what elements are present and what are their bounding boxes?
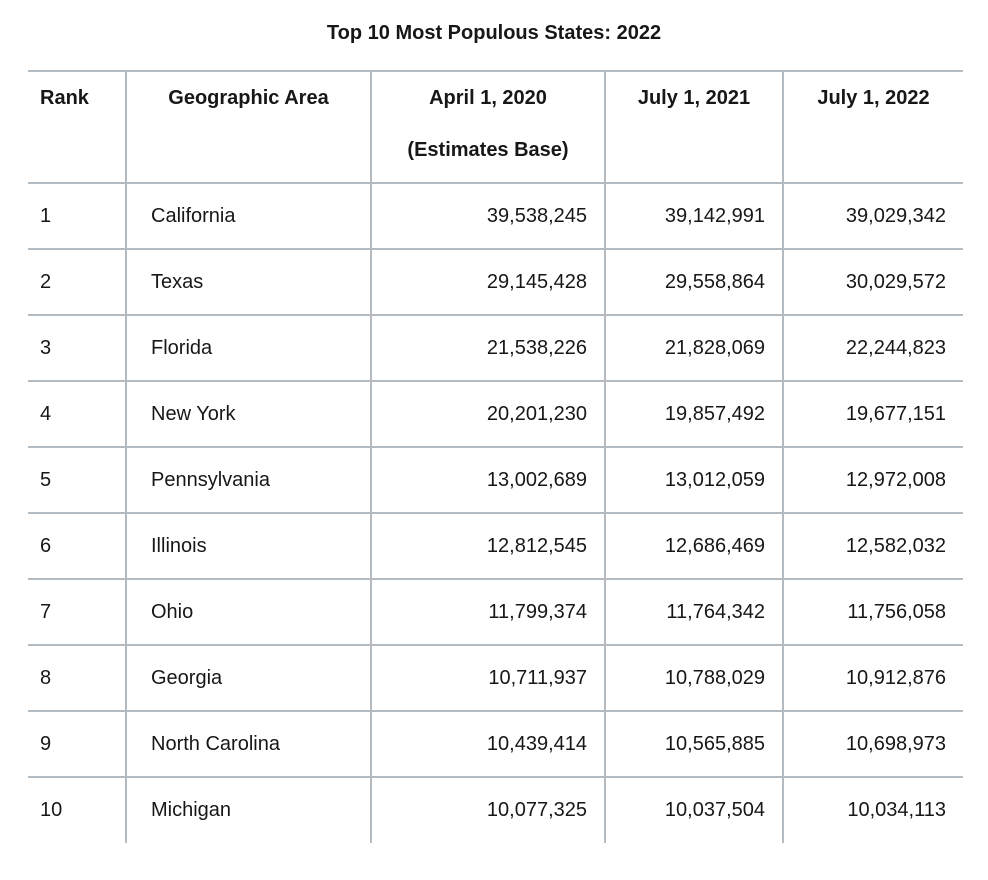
april-2020-value-cell: 20,201,230 [370, 381, 605, 448]
rank-cell: 1 [28, 183, 126, 250]
july-2021-value-cell: 12,686,469 [604, 513, 783, 580]
july-2021-value-cell: 21,828,069 [604, 315, 783, 382]
state-name-cell: Ohio [125, 579, 371, 646]
rank-cell: 3 [28, 315, 126, 382]
state-name-cell: California [125, 183, 371, 250]
july-2022-value-cell: 11,756,058 [782, 579, 963, 646]
july-2022-value-cell: 10,034,113 [782, 777, 963, 843]
april-2020-value-cell: 10,439,414 [370, 711, 605, 778]
column-header-geographic-area: Geographic Area [125, 70, 371, 184]
column-header-july-2022-label: July 1, 2022 [817, 87, 930, 109]
april-2020-value-cell: 10,077,325 [370, 777, 605, 843]
rank-cell: 7 [28, 579, 126, 646]
header-row: Rank Geographic Area April 1, 2020 (Esti… [28, 70, 963, 184]
july-2021-value-cell: 11,764,342 [604, 579, 783, 646]
april-2020-value-cell: 13,002,689 [370, 447, 605, 514]
april-2020-value-cell: 29,145,428 [370, 249, 605, 316]
table-row: 2 Texas 29,145,428 29,558,864 30,029,572 [28, 249, 963, 316]
april-2020-value-cell: 39,538,245 [370, 183, 605, 250]
state-name-cell: Illinois [125, 513, 371, 580]
column-header-july-2021-label: July 1, 2021 [637, 87, 751, 109]
state-name-cell: New York [125, 381, 371, 448]
table-row: 3 Florida 21,538,226 21,828,069 22,244,8… [28, 315, 963, 382]
table-row: 9 North Carolina 10,439,414 10,565,885 1… [28, 711, 963, 778]
july-2022-value-cell: 19,677,151 [782, 381, 963, 448]
table-row: 8 Georgia 10,711,937 10,788,029 10,912,8… [28, 645, 963, 712]
table-row: 1 California 39,538,245 39,142,991 39,02… [28, 183, 963, 250]
july-2021-value-cell: 10,565,885 [604, 711, 783, 778]
table-body: 1 California 39,538,245 39,142,991 39,02… [28, 183, 963, 843]
july-2022-value-cell: 22,244,823 [782, 315, 963, 382]
rank-cell: 6 [28, 513, 126, 580]
july-2021-value-cell: 10,788,029 [604, 645, 783, 712]
column-header-geographic-area-label: Geographic Area [168, 87, 329, 109]
table-row: 6 Illinois 12,812,545 12,686,469 12,582,… [28, 513, 963, 580]
july-2022-value-cell: 12,972,008 [782, 447, 963, 514]
column-header-july-2021: July 1, 2021 [604, 70, 783, 184]
july-2021-value-cell: 10,037,504 [604, 777, 783, 843]
state-name-cell: Pennsylvania [125, 447, 371, 514]
state-name-cell: Michigan [125, 777, 371, 843]
rank-cell: 10 [40, 799, 63, 821]
july-2022-value-cell: 12,582,032 [782, 513, 963, 580]
rank-cell: 4 [28, 381, 126, 448]
state-name-cell: Florida [125, 315, 371, 382]
april-2020-value-cell: 10,711,937 [370, 645, 605, 712]
state-name-cell: Georgia [125, 645, 371, 712]
column-header-april-2020-line1: April 1, 2020 [429, 87, 547, 109]
rank-cell: 8 [28, 645, 126, 712]
july-2021-value-cell: 19,857,492 [604, 381, 783, 448]
column-header-rank: Rank [28, 70, 126, 184]
page-title: Top 10 Most Populous States: 2022 [326, 22, 662, 44]
column-header-rank-label: Rank [40, 87, 89, 109]
rank-cell: 2 [28, 249, 126, 316]
column-header-april-2020-line2: (Estimates Base) [407, 139, 569, 161]
july-2021-value-cell: 29,558,864 [604, 249, 783, 316]
july-2021-value-cell: 39,142,991 [604, 183, 783, 250]
table-row: 7 Ohio 11,799,374 11,764,342 11,756,058 [28, 579, 963, 646]
state-name-cell: North Carolina [125, 711, 371, 778]
july-2021-value-cell: 13,012,059 [604, 447, 783, 514]
state-name-cell: Texas [125, 249, 371, 316]
rank-cell: 9 [28, 711, 126, 778]
table-row: 5 Pennsylvania 13,002,689 13,012,059 12,… [28, 447, 963, 514]
april-2020-value-cell: 21,538,226 [370, 315, 605, 382]
april-2020-value-cell: 12,812,545 [370, 513, 605, 580]
column-header-july-2022: July 1, 2022 [782, 70, 963, 184]
july-2022-value-cell: 10,912,876 [782, 645, 963, 712]
table-row: 10 Michigan 10,077,325 10,037,504 10,034… [28, 777, 963, 843]
july-2022-value-cell: 30,029,572 [782, 249, 963, 316]
population-table: Rank Geographic Area April 1, 2020 (Esti… [28, 70, 963, 843]
july-2022-value-cell: 39,029,342 [782, 183, 963, 250]
july-2022-value-cell: 10,698,973 [782, 711, 963, 778]
april-2020-value-cell: 11,799,374 [370, 579, 605, 646]
rank-cell: 5 [28, 447, 126, 514]
table-row: 4 New York 20,201,230 19,857,492 19,677,… [28, 381, 963, 448]
column-header-april-2020: April 1, 2020 (Estimates Base) [370, 70, 605, 184]
